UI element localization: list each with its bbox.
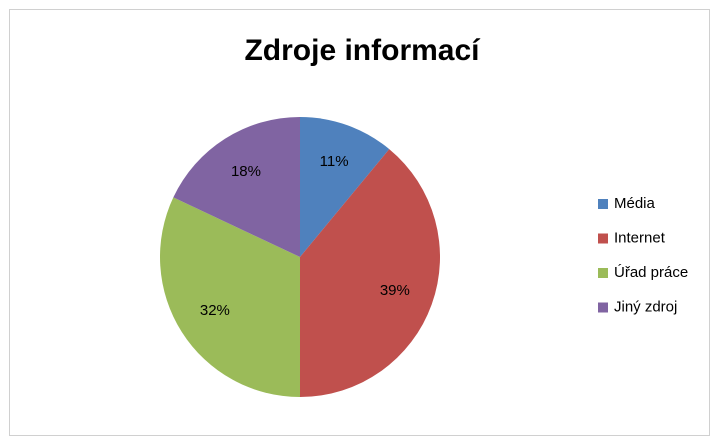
data-label: 18%	[231, 163, 261, 180]
legend-swatch	[598, 268, 608, 278]
legend-swatch	[598, 199, 608, 209]
legend-label: Úřad práce	[614, 264, 688, 281]
legend-label: Jiný zdroj	[614, 298, 677, 315]
pie-slice	[159, 197, 300, 397]
pie-slice	[173, 117, 300, 257]
data-label: 11%	[320, 153, 349, 170]
data-label: 39%	[380, 282, 410, 299]
data-label: 32%	[200, 302, 230, 319]
legend-swatch	[598, 302, 608, 313]
legend-label: Internet	[614, 229, 666, 246]
chart-title: Zdroje informací	[244, 34, 481, 67]
pie-slice	[300, 149, 440, 397]
legend-swatch	[598, 233, 608, 244]
pie-slice	[300, 117, 390, 257]
legend-label: Média	[614, 195, 656, 212]
